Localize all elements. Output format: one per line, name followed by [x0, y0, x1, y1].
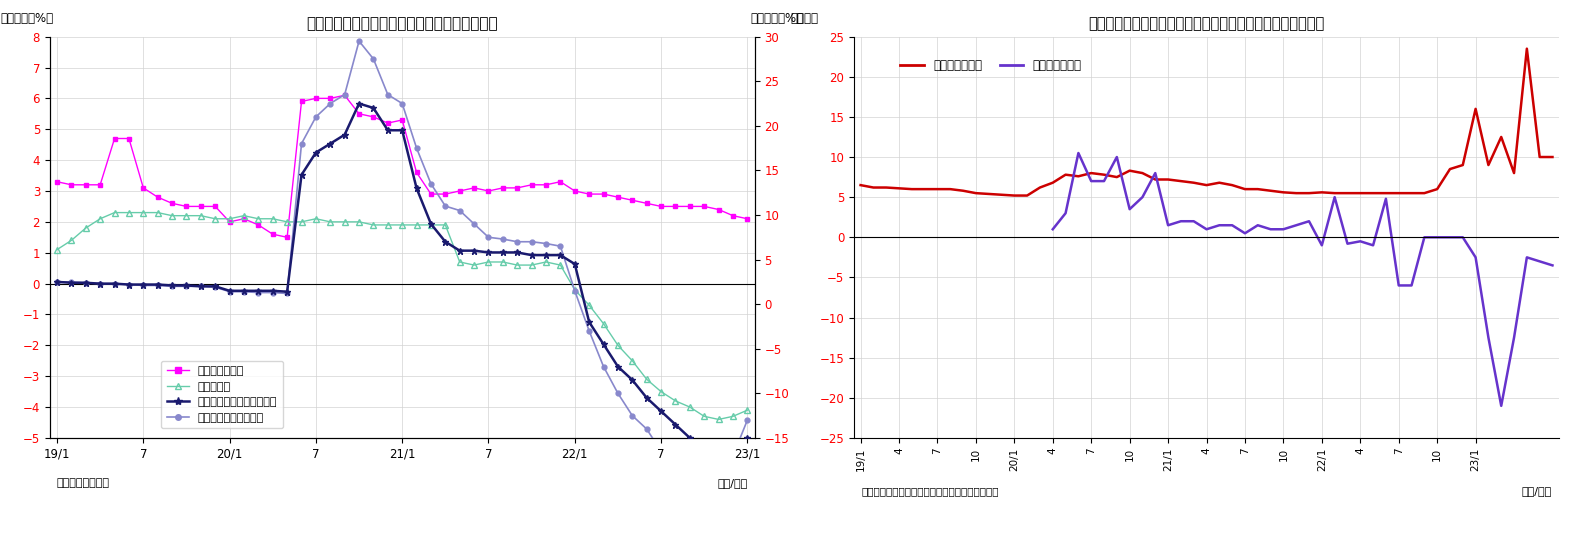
- Legend: 長期国債買入額, コロナオペ増減: 長期国債買入額, コロナオペ増減: [895, 55, 1086, 77]
- Text: （年/月）: （年/月）: [1521, 486, 1551, 496]
- Text: （兆円）: （兆円）: [791, 11, 818, 24]
- Text: （前年比、%）: （前年比、%）: [750, 11, 804, 24]
- Text: （資料）日銀データよりニッセイ基礎研究所作成: （資料）日銀データよりニッセイ基礎研究所作成: [862, 486, 999, 496]
- Title: （図表６）　マネタリーベースと内訳（平残）: （図表６） マネタリーベースと内訳（平残）: [306, 16, 498, 31]
- Text: （年/月）: （年/月）: [717, 478, 747, 488]
- Text: （前年比、%）: （前年比、%）: [0, 11, 53, 24]
- Title: （図表７）日銀の国債買入れ額とコロナオペ（月次フロー）: （図表７）日銀の国債買入れ額とコロナオペ（月次フロー）: [1088, 16, 1325, 31]
- Legend: 日銀券発行残高, 貨幣流通高, マネタリーベース（右軸）, 日銀当座預金（右軸）: 日銀券発行残高, 貨幣流通高, マネタリーベース（右軸）, 日銀当座預金（右軸）: [162, 360, 283, 428]
- Text: （資料）日本銀行: （資料）日本銀行: [57, 478, 110, 488]
